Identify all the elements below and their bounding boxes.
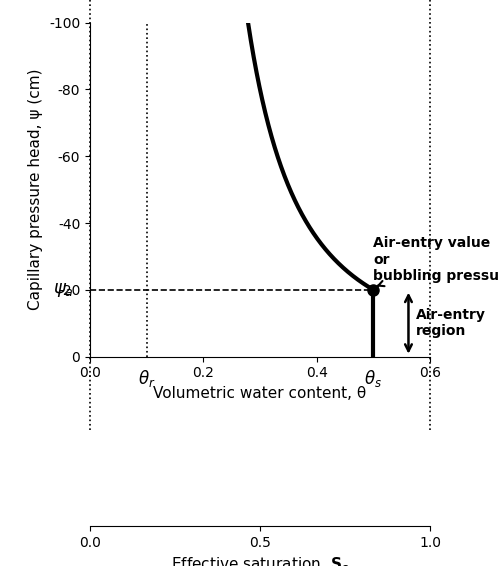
Text: Air-entry value
or
bubbling pressure: Air-entry value or bubbling pressure	[374, 237, 500, 286]
Text: Air-entry
region: Air-entry region	[416, 308, 486, 338]
Text: $\theta_r$: $\theta_r$	[138, 368, 156, 389]
X-axis label: Effective saturation, $\mathbf{S_e}$: Effective saturation, $\mathbf{S_e}$	[170, 556, 350, 566]
X-axis label: Volumetric water content, θ: Volumetric water content, θ	[154, 386, 366, 401]
Text: $\theta_s$: $\theta_s$	[364, 368, 382, 389]
Text: $\psi_a$: $\psi_a$	[54, 281, 74, 299]
Y-axis label: Capillary pressure head, ψ (cm): Capillary pressure head, ψ (cm)	[28, 69, 44, 310]
